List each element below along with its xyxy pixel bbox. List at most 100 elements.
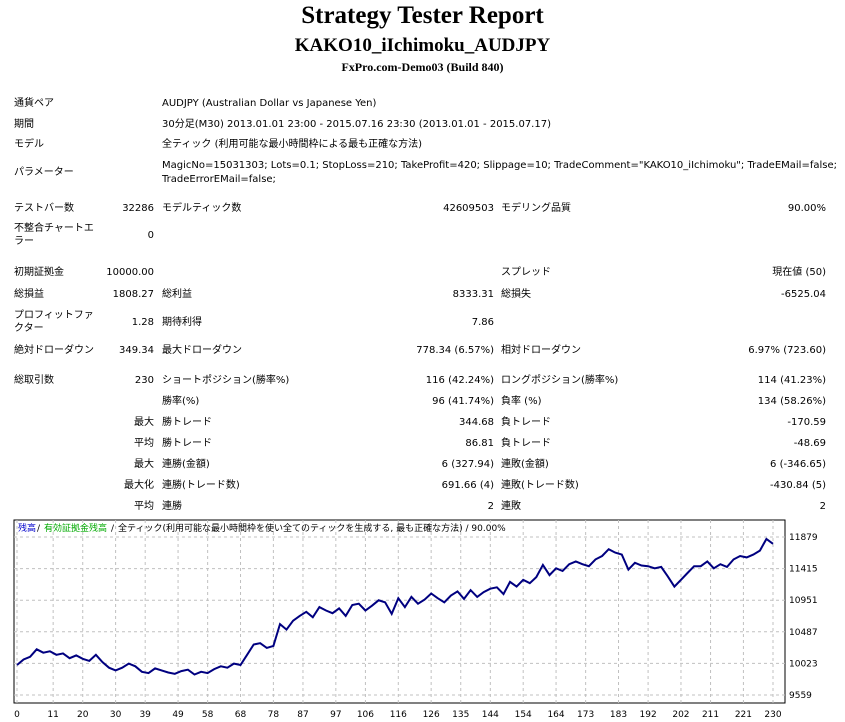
y-tick-label: 11879: [789, 533, 818, 543]
gross-loss-value: -6525.04: [781, 289, 826, 300]
consecutive-wins-money-value: 6 (327.94): [441, 459, 494, 470]
consecutive-losses-count-value: -430.84 (5): [770, 480, 826, 491]
largest-label: 最大: [134, 417, 154, 428]
largest-loss-value: -170.59: [787, 417, 826, 428]
x-tick-label: 230: [764, 710, 781, 720]
quality-value: 90.00%: [787, 203, 826, 214]
report-title: Strategy Tester Report: [301, 2, 544, 29]
legend-balance: 残高: [18, 522, 36, 534]
x-tick-label: 39: [139, 710, 151, 720]
spread-label: スプレッド: [501, 267, 551, 278]
consecutive-wins-count-label: 連勝(トレード数): [162, 480, 240, 491]
maximal-label: 最大化: [124, 480, 154, 491]
consecutive-losses-money-label: 連敗(金額): [501, 459, 549, 470]
symbol-value: AUDJPY (Australian Dollar vs Japanese Ye…: [162, 98, 377, 109]
quality-label: モデリング品質: [501, 203, 571, 214]
y-tick-label: 11415: [789, 565, 818, 575]
chart-frame: [13, 519, 786, 704]
deposit-label: 初期証拠金: [14, 267, 64, 278]
expected-payoff-value: 7.86: [471, 317, 494, 328]
ticks-label: モデルティック数: [162, 203, 242, 214]
spread-value: 現在値 (50): [772, 267, 826, 278]
absolute-drawdown-label: 絶対ドローダウン: [14, 345, 94, 356]
relative-drawdown-value: 6.97% (723.60): [748, 345, 826, 356]
avg-consecutive-losses-value: 2: [819, 501, 826, 512]
x-tick-label: 154: [515, 710, 532, 720]
model-value: 全ティック (利用可能な最小時間枠による最も正確な方法): [162, 139, 423, 150]
parameters-line-1: MagicNo=15031303; Lots=0.1; StopLoss=210…: [162, 160, 837, 171]
largest-profit-value: 344.68: [459, 417, 494, 428]
gross-profit-label: 総利益: [162, 289, 192, 300]
x-tick-label: 20: [77, 710, 89, 720]
short-positions-label: ショートポジション(勝率%): [162, 375, 290, 386]
profit-factor-value: 1.28: [131, 317, 154, 328]
y-tick-label: 10023: [789, 659, 818, 669]
profit-factor-label: プロフィットファクター: [14, 310, 94, 334]
largest-loss-label: 負トレード: [501, 417, 551, 428]
deposit-value: 10000.00: [106, 267, 154, 278]
maximal-drawdown-value: 778.34 (6.57%): [416, 345, 494, 356]
expected-payoff-label: 期待利得: [162, 317, 202, 328]
long-positions-label: ロングポジション(勝率%): [501, 375, 619, 386]
mismatch-label: 不整合チャートエラー: [14, 223, 94, 247]
period-value: 30分足(M30) 2013.01.01 23:00 - 2015.07.16 …: [162, 119, 551, 130]
chart-grid: [14, 520, 785, 703]
profit-trades-value: 96 (41.74%): [432, 396, 494, 407]
maximum-label: 最大: [134, 459, 154, 470]
consecutive-losses-money-value: 6 (-346.65): [770, 459, 826, 470]
x-tick-label: 106: [357, 710, 374, 720]
x-tick-label: 116: [390, 710, 407, 720]
x-tick-label: 135: [452, 710, 469, 720]
x-tick-label: 0: [14, 710, 20, 720]
server-name: FxPro.com-Demo03 (Build 840): [341, 60, 504, 74]
x-tick-label: 68: [235, 710, 247, 720]
x-tick-label: 202: [672, 710, 689, 720]
total-trades-value: 230: [134, 375, 154, 386]
avg-consecutive-wins-value: 2: [487, 501, 494, 512]
absolute-drawdown-value: 349.34: [119, 345, 154, 356]
net-profit-label: 総損益: [14, 289, 44, 300]
relative-drawdown-label: 相対ドローダウン: [501, 345, 581, 356]
ticks-value: 42609503: [443, 203, 494, 214]
average-loss-label: 負トレード: [501, 438, 551, 449]
parameters-line-2: TradeErrorEMail=false;: [162, 174, 276, 185]
x-tick-label: 97: [330, 710, 341, 720]
average-label: 平均: [134, 438, 154, 449]
x-tick-label: 183: [610, 710, 627, 720]
expert-name: KAKO10_iIchimoku_AUDJPY: [294, 35, 551, 56]
balance-chart: 残高 / 有効証拠金残高 / 全ティック(利用可能な最小時間枠を使い全てのティッ…: [13, 519, 818, 720]
gross-loss-label: 総損失: [501, 289, 531, 300]
bars-value: 32286: [122, 203, 154, 214]
x-tick-label: 49: [172, 710, 184, 720]
x-tick-label: 126: [423, 710, 440, 720]
parameters-label: パラメーター: [14, 167, 74, 178]
loss-trades-label: 負率 (%): [501, 396, 542, 407]
balance-line: [16, 537, 774, 676]
avg-consecutive-wins-label: 連勝: [162, 501, 182, 512]
y-tick-label: 10951: [789, 596, 818, 606]
y-tick-label: 10487: [789, 628, 818, 638]
x-tick-label: 164: [547, 710, 564, 720]
consecutive-wins-money-label: 連勝(金額): [162, 459, 210, 470]
legend-model: 全ティック(利用可能な最小時間枠を使い全てのティックを生成する, 最も正確な方法…: [118, 522, 506, 534]
average-profit-value: 86.81: [465, 438, 494, 449]
average-consecutive-label: 平均: [134, 501, 154, 512]
legend-separator-1: /: [37, 524, 41, 534]
x-tick-label: 144: [482, 710, 499, 720]
maximal-drawdown-label: 最大ドローダウン: [162, 345, 242, 356]
avg-consecutive-losses-label: 連敗: [501, 501, 521, 512]
x-tick-label: 192: [640, 710, 657, 720]
x-tick-label: 58: [202, 710, 214, 720]
x-tick-label: 30: [110, 710, 122, 720]
loss-trades-value: 134 (58.26%): [757, 396, 826, 407]
symbol-label: 通貨ペア: [14, 98, 54, 109]
net-profit-value: 1808.27: [112, 289, 154, 300]
consecutive-losses-count-label: 連敗(トレード数): [501, 480, 579, 491]
total-trades-label: 総取引数: [14, 375, 54, 386]
x-tick-label: 78: [268, 710, 280, 720]
legend-separator-2: /: [111, 524, 115, 534]
x-tick-label: 11: [47, 710, 58, 720]
long-positions-value: 114 (41.23%): [757, 375, 826, 386]
x-tick-label: 173: [577, 710, 594, 720]
mismatch-value: 0: [147, 230, 154, 241]
